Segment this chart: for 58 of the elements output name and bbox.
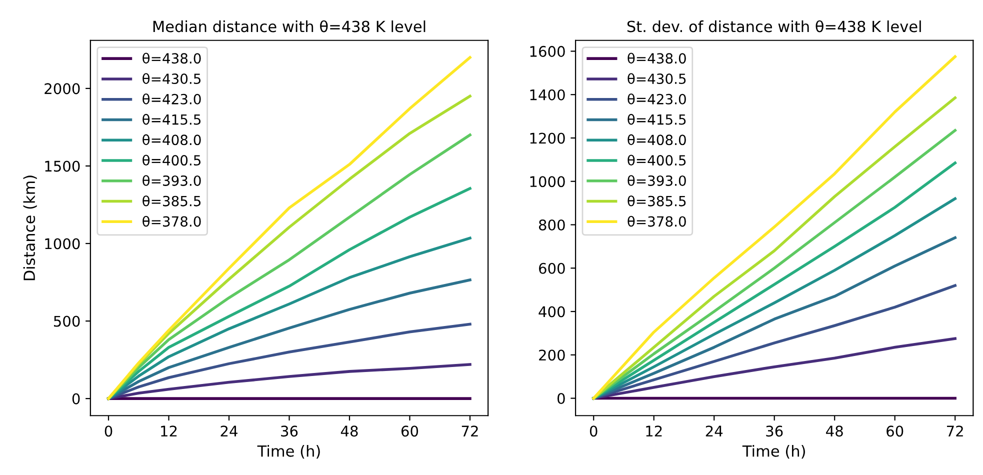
x-axis-title: Time (h) [257,445,320,459]
line-series [592,337,956,400]
y-tick-label: 0 [72,393,80,404]
x-tick-label: 60 [401,426,418,437]
x-tick-label: 48 [340,426,358,437]
legend-label: θ=385.5 [628,195,686,206]
x-tick-label: 0 [104,426,112,437]
legend-label: θ=400.5 [142,154,201,166]
x-tick-label: 72 [947,426,963,436]
legend-label: θ=430.5 [142,73,201,84]
y-tick-label: 1500 [45,160,80,172]
line-series [107,363,472,400]
legend-label: θ=385.5 [142,195,201,206]
line-series [107,236,472,400]
legend-label: θ=378.0 [142,216,201,227]
legend-label: θ=378.0 [628,216,686,227]
y-tick-label: 1200 [530,132,565,144]
legend-label: θ=408.0 [628,134,686,146]
line-series [107,278,472,400]
y-tick-label: 800 [538,219,565,230]
x-tick-label: 72 [462,426,478,436]
x-tick-label: 60 [886,426,904,437]
x-tick-label: 36 [766,426,783,437]
y-tick-label: 0 [558,392,565,404]
y-tick-label: 400 [538,306,565,318]
legend-label: θ=393.0 [628,175,686,186]
y-tick-label: 500 [54,316,80,327]
y-tick-label: 1000 [530,176,565,188]
chart-title: Median distance with θ=438 K level [153,20,426,32]
x-tick-label: 48 [826,426,843,437]
x-tick-label: 24 [706,426,723,436]
line-series [107,322,472,400]
y-tick-label: 200 [539,350,565,361]
x-tick-label: 12 [646,426,662,436]
y-tick-label: 1600 [530,46,565,57]
x-tick-label: 24 [220,426,238,436]
y-tick-label: 600 [539,262,565,274]
legend-label: θ=415.5 [142,114,201,125]
y-tick-label: 1400 [530,89,565,100]
legend-label: θ=430.5 [628,73,686,84]
legend-label: θ=393.0 [142,175,201,186]
y-axis-title: Distance (km) [23,176,37,280]
chart-title: St. dev. of distance with θ=438 K level [627,20,921,32]
x-tick-label: 0 [590,426,598,437]
legend-label: θ=400.5 [628,154,686,166]
legend-label: θ=423.0 [628,94,686,104]
line-series [592,236,956,400]
legend-label: θ=438.0 [628,52,686,64]
legend-label: θ=438.0 [142,52,201,64]
legend-label: θ=423.0 [142,94,201,104]
y-tick-label: 2000 [44,83,80,94]
x-tick-label: 36 [281,426,298,437]
line-series [592,284,956,400]
x-axis-title: Time (h) [742,445,805,459]
y-tick-label: 1000 [45,238,80,250]
x-tick-label: 12 [161,426,177,436]
legend-label: θ=408.0 [142,134,201,146]
legend-label: θ=415.5 [628,114,686,125]
